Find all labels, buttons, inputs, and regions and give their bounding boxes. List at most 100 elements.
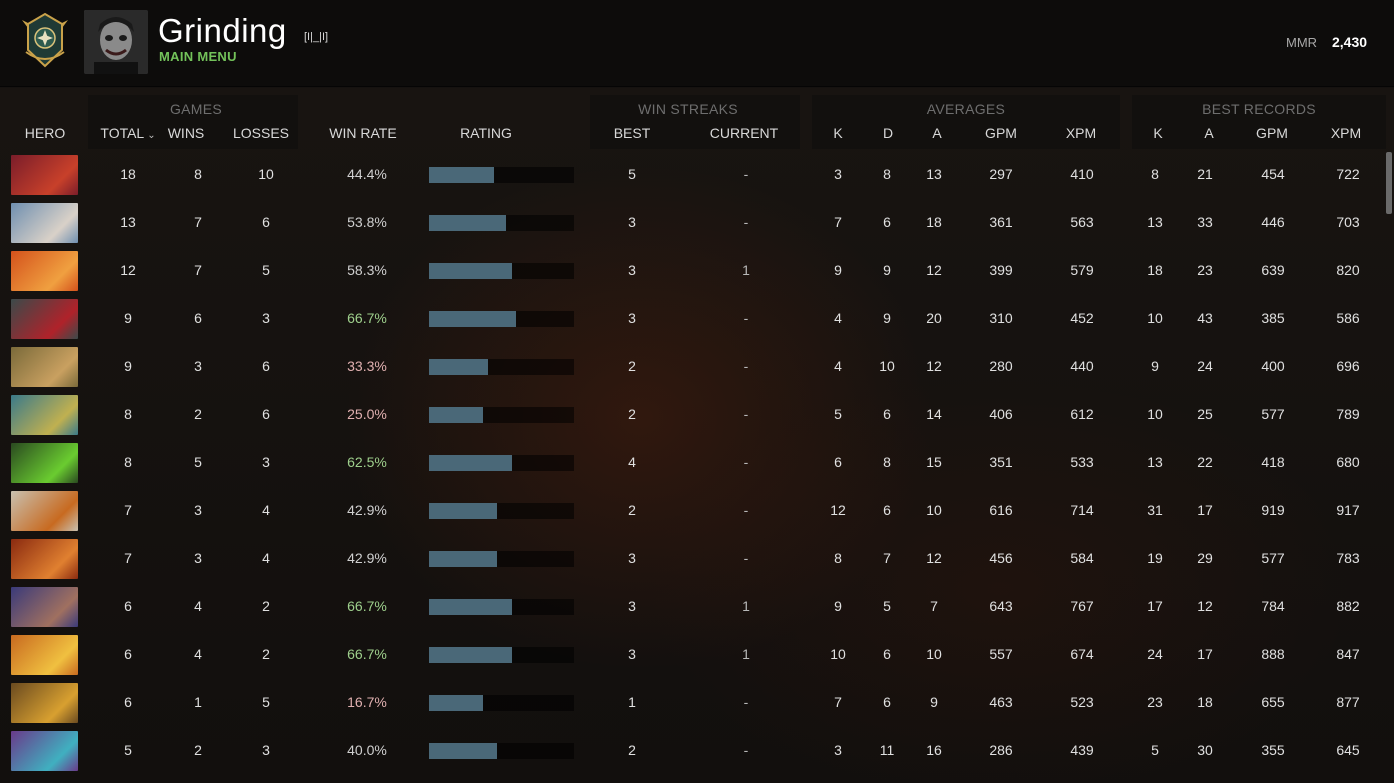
col-best-assists[interactable]: A xyxy=(1204,125,1214,141)
player-avatar[interactable] xyxy=(84,10,148,74)
table-scrollbar[interactable] xyxy=(1386,152,1392,214)
cell-gpm: 643 xyxy=(989,598,1013,614)
cell-wins: 7 xyxy=(194,262,202,278)
cell-win-rate: 44.4% xyxy=(347,166,387,182)
cell-k: 7 xyxy=(834,214,842,230)
rating-bar-fill xyxy=(429,407,483,423)
table-row[interactable]: 6 1 5 16.7% 1 - 7 6 9 463 523 23 18 655 877 xyxy=(0,679,1386,727)
cell-rxpm: 586 xyxy=(1336,310,1360,326)
cell-total: 6 xyxy=(124,694,132,710)
hero-portrait-icon[interactable] xyxy=(11,635,78,675)
cell-rk: 23 xyxy=(1147,694,1163,710)
hero-portrait-icon[interactable] xyxy=(11,299,78,339)
cell-total: 18 xyxy=(120,166,136,182)
cell-rgpm: 418 xyxy=(1261,454,1285,470)
table-row[interactable]: 6 4 2 66.7% 3 1 10 6 10 557 674 24 17 888 847 xyxy=(0,631,1386,679)
cell-total: 7 xyxy=(124,550,132,566)
cell-rgpm: 385 xyxy=(1261,310,1285,326)
cell-total: 6 xyxy=(124,646,132,662)
table-row[interactable]: 7 3 4 42.9% 2 - 12 6 10 616 714 31 17 919 917 xyxy=(0,487,1386,535)
col-avg-assists[interactable]: A xyxy=(932,125,942,141)
hero-portrait-icon[interactable] xyxy=(11,731,78,771)
cell-current: - xyxy=(743,550,749,566)
hero-portrait-icon[interactable] xyxy=(11,539,78,579)
cell-rgpm: 454 xyxy=(1261,166,1285,182)
cell-k: 9 xyxy=(834,262,842,278)
cell-rxpm: 789 xyxy=(1336,406,1360,422)
cell-d: 10 xyxy=(879,358,895,374)
cell-losses: 10 xyxy=(258,166,274,182)
table-row[interactable]: 13 7 6 53.8% 3 - 7 6 18 361 563 13 33 446 703 xyxy=(0,199,1386,247)
hero-portrait-icon[interactable] xyxy=(11,395,78,435)
hero-portrait-icon[interactable] xyxy=(11,155,78,195)
clan-tag: [I|_|I] xyxy=(304,31,329,43)
cell-a: 12 xyxy=(926,358,942,374)
col-avg-xpm[interactable]: XPM xyxy=(1065,125,1097,141)
cell-a: 15 xyxy=(926,454,942,470)
cell-win-rate: 16.7% xyxy=(347,694,387,710)
hero-portrait-icon[interactable] xyxy=(11,347,78,387)
table-row[interactable]: 8 2 6 25.0% 2 - 5 6 14 406 612 10 25 577 789 xyxy=(0,391,1386,439)
col-best-streak[interactable]: BEST xyxy=(613,125,651,141)
cell-losses: 6 xyxy=(262,358,270,374)
cell-k: 9 xyxy=(834,598,842,614)
col-best-xpm[interactable]: XPM xyxy=(1330,125,1362,141)
table-row[interactable]: 18 8 10 44.4% 5 - 3 8 13 297 410 8 21 454 722 xyxy=(0,151,1386,199)
hero-portrait-icon[interactable] xyxy=(11,587,78,627)
cell-losses: 6 xyxy=(262,214,270,230)
table-row[interactable]: 8 5 3 62.5% 4 - 6 8 15 351 533 13 22 418 680 xyxy=(0,439,1386,487)
table-row[interactable]: 9 6 3 66.7% 3 - 4 9 20 310 452 10 43 385 586 xyxy=(0,295,1386,343)
col-total[interactable]: TOTAL ⌄ xyxy=(100,125,155,141)
col-avg-kills[interactable]: K xyxy=(833,125,843,141)
cell-losses: 6 xyxy=(262,406,270,422)
cell-total: 6 xyxy=(124,598,132,614)
hero-portrait-icon[interactable] xyxy=(11,443,78,483)
cell-current: - xyxy=(743,310,749,326)
col-best-kills[interactable]: K xyxy=(1153,125,1163,141)
cell-best: 3 xyxy=(628,598,636,614)
cell-a: 20 xyxy=(926,310,942,326)
games-group-header xyxy=(88,95,298,149)
table-row[interactable]: 9 3 6 33.3% 2 - 4 10 12 280 440 9 24 400 696 xyxy=(0,343,1386,391)
table-row[interactable]: 7 3 4 42.9% 3 - 8 7 12 456 584 19 29 577 783 xyxy=(0,535,1386,583)
cell-rgpm: 577 xyxy=(1261,550,1285,566)
cell-xpm: 612 xyxy=(1070,406,1094,422)
rating-bar-fill xyxy=(429,167,494,183)
rank-medal-icon xyxy=(22,12,68,68)
hero-portrait-icon[interactable] xyxy=(11,491,78,531)
cell-rxpm: 783 xyxy=(1336,550,1360,566)
col-current-streak[interactable]: CURRENT xyxy=(709,125,779,141)
cell-gpm: 616 xyxy=(989,502,1013,518)
cell-gpm: 297 xyxy=(989,166,1013,182)
hero-portrait-icon[interactable] xyxy=(11,203,78,243)
cell-ra: 12 xyxy=(1197,598,1213,614)
cell-a: 12 xyxy=(926,262,942,278)
cell-best: 3 xyxy=(628,550,636,566)
col-win-rate[interactable]: WIN RATE xyxy=(329,125,397,141)
cell-rk: 17 xyxy=(1147,598,1163,614)
col-best-gpm[interactable]: GPM xyxy=(1256,125,1288,141)
table-row[interactable]: 12 7 5 58.3% 3 1 9 9 12 399 579 18 23 639 820 xyxy=(0,247,1386,295)
mmr-value: 2,430 xyxy=(1332,34,1368,50)
table-row[interactable]: 6 4 2 66.7% 3 1 9 5 7 643 767 17 12 784 882 xyxy=(0,583,1386,631)
col-avg-deaths[interactable]: D xyxy=(882,125,894,141)
rating-bar-fill xyxy=(429,599,512,615)
col-rating[interactable]: RATING xyxy=(460,125,512,141)
cell-rxpm: 680 xyxy=(1336,454,1360,470)
cell-current: - xyxy=(743,502,749,518)
table-row[interactable]: 5 2 3 40.0% 2 - 3 11 16 286 439 5 30 355 645 xyxy=(0,727,1386,775)
col-hero[interactable]: HERO xyxy=(24,125,66,141)
cell-rk: 10 xyxy=(1147,310,1163,326)
cell-total: 12 xyxy=(120,262,136,278)
col-wins[interactable]: WINS xyxy=(167,125,205,141)
hero-portrait-icon[interactable] xyxy=(11,251,78,291)
cell-k: 7 xyxy=(834,694,842,710)
cell-wins: 8 xyxy=(194,166,202,182)
cell-gpm: 280 xyxy=(989,358,1013,374)
hero-portrait-icon[interactable] xyxy=(11,683,78,723)
cell-d: 6 xyxy=(883,694,891,710)
cell-current: - xyxy=(743,214,749,230)
col-avg-gpm[interactable]: GPM xyxy=(985,125,1017,141)
col-losses[interactable]: LOSSES xyxy=(232,125,290,141)
rating-bar-fill xyxy=(429,359,488,375)
